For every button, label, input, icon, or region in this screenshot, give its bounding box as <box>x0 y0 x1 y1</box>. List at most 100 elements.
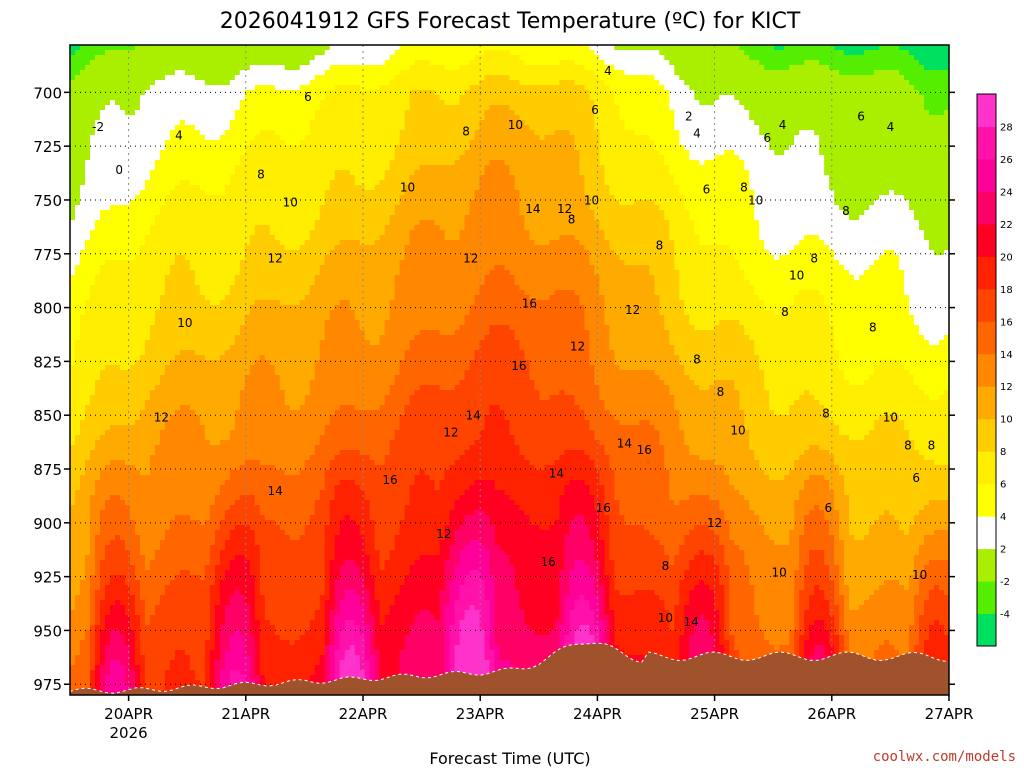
contour-label: 4 <box>693 127 701 141</box>
colorbar-label: 26 <box>1000 155 1013 166</box>
contour-label: 8 <box>656 239 664 253</box>
y-tick-label: 925 <box>33 569 62 587</box>
colorbar-label: 2 <box>1000 545 1006 556</box>
contour-label: 12 <box>436 527 451 541</box>
y-tick-label: 800 <box>33 300 62 318</box>
colorbar-swatch <box>977 223 996 257</box>
colorbar-swatch <box>977 158 996 192</box>
contour-label: 6 <box>824 501 832 515</box>
contour-label: 4 <box>175 129 183 143</box>
contour-label: 8 <box>781 305 789 319</box>
contour-label: 8 <box>693 353 701 367</box>
contour-label: 12 <box>570 340 585 354</box>
y-tick-label: 875 <box>33 461 62 479</box>
contour-label: 12 <box>707 516 722 530</box>
contour-label: 8 <box>257 167 265 181</box>
y-tick-label: 775 <box>33 246 62 264</box>
colorbar-label: 16 <box>1000 317 1013 328</box>
contour-label: -2 <box>92 120 104 134</box>
colorbar-label: 18 <box>1000 285 1013 296</box>
colorbar-label: 4 <box>1000 512 1006 523</box>
colorbar-swatch <box>977 353 996 387</box>
contour-label: 10 <box>912 568 927 582</box>
colorbar-label: 8 <box>1000 447 1006 458</box>
x-tick-label: 24APR <box>573 705 622 723</box>
colorbar-swatch <box>977 256 996 290</box>
contour-label: 14 <box>684 615 699 629</box>
colorbar-swatch <box>977 613 996 647</box>
colorbar-label: 24 <box>1000 187 1013 198</box>
contour-label: 16 <box>637 443 652 457</box>
contour-label: 6 <box>857 109 865 123</box>
contour-label: 8 <box>462 124 470 138</box>
colorbar-frame <box>976 93 997 647</box>
contour-label: 4 <box>604 64 612 78</box>
contour-label: 12 <box>443 426 458 440</box>
contour-label: 16 <box>522 297 537 311</box>
contour-label: 10 <box>400 180 415 194</box>
colorbar-swatch <box>977 548 996 582</box>
colorbar-swatch <box>977 191 996 225</box>
x-tick-sublabel: 2026 <box>110 724 148 742</box>
colorbar-swatch <box>977 581 996 615</box>
colorbar-swatch <box>977 483 996 517</box>
plot-frame <box>69 44 950 696</box>
colorbar-swatch <box>977 386 996 420</box>
contour-label: 8 <box>904 439 912 453</box>
x-tick-label: 21APR <box>221 705 270 723</box>
temperature-fill <box>70 45 949 695</box>
contour-label: 8 <box>810 251 818 265</box>
contour-label: 6 <box>703 183 711 197</box>
credit-text: coolwx.com/models <box>873 749 1016 765</box>
x-tick-label: 23APR <box>456 705 505 723</box>
colorbar-swatch <box>977 321 996 355</box>
x-tick-label: 26APR <box>807 705 856 723</box>
colorbar-swatch <box>977 418 996 452</box>
contour-label: 12 <box>557 202 572 216</box>
contour-label: 0 <box>115 163 123 177</box>
contour-label: 10 <box>883 411 898 425</box>
contour-label: 14 <box>466 409 481 423</box>
y-tick-label: 825 <box>33 353 62 371</box>
y-tick-label: 725 <box>33 138 62 156</box>
colorbar-swatch <box>977 94 996 127</box>
y-axis: 700 725 750 775 800 825 850 875 900 925 950 975 <box>33 84 955 694</box>
colorbar-label: -4 <box>1000 610 1010 621</box>
x-tick-label: 20APR <box>104 705 153 723</box>
contour-label: 10 <box>283 195 298 209</box>
y-tick-label: 975 <box>33 676 62 694</box>
contour-label: 6 <box>591 103 599 117</box>
contour-label: 12 <box>267 251 282 265</box>
contour-label: 8 <box>662 559 670 573</box>
colorbar-label: 10 <box>1000 415 1013 426</box>
contour-label: 8 <box>740 180 748 194</box>
contour-label: 10 <box>177 316 192 330</box>
contour-label: 16 <box>541 555 556 569</box>
colorbar-swatch <box>977 126 996 160</box>
colorbar-label: 28 <box>1000 123 1013 134</box>
contour-label: 10 <box>658 611 673 625</box>
contour-label: 12 <box>154 411 169 425</box>
x-tick-label: 25APR <box>690 705 739 723</box>
contour-label: 8 <box>928 439 936 453</box>
y-tick-label: 850 <box>33 407 62 425</box>
contour-label: 10 <box>584 193 599 207</box>
contour-label: 10 <box>789 269 804 283</box>
colorbar-label: 22 <box>1000 220 1013 231</box>
chart-title: 2026041912 GFS Forecast Temperature (ºC)… <box>220 9 801 34</box>
contour-label: 6 <box>912 471 920 485</box>
colorbar-label: 20 <box>1000 252 1013 263</box>
colorbar-label: 6 <box>1000 480 1006 491</box>
contour-label: 14 <box>617 437 632 451</box>
colorbar-swatch <box>977 451 996 485</box>
colorbar-swatch <box>977 288 996 322</box>
contour-label: 12 <box>463 251 478 265</box>
contour-label: 10 <box>730 424 745 438</box>
contour-label: 16 <box>382 473 397 487</box>
y-tick-label: 950 <box>33 622 62 640</box>
contour-label: 8 <box>842 204 850 218</box>
contour-label: 8 <box>568 213 576 227</box>
